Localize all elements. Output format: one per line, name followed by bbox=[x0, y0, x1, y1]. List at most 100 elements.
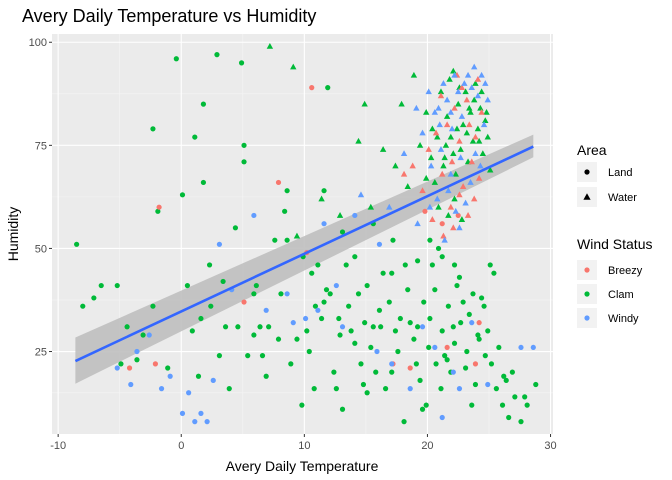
data-point bbox=[452, 207, 459, 214]
data-point bbox=[426, 344, 432, 351]
data-point bbox=[411, 336, 417, 342]
data-point bbox=[450, 324, 456, 330]
data-point bbox=[150, 126, 156, 132]
data-point bbox=[488, 361, 495, 367]
data-point bbox=[251, 332, 257, 338]
data-point bbox=[235, 324, 241, 330]
data-point bbox=[475, 137, 483, 144]
data-point bbox=[479, 150, 487, 156]
data-point bbox=[189, 328, 195, 334]
data-point bbox=[165, 365, 171, 371]
data-point bbox=[355, 291, 362, 297]
data-point bbox=[442, 353, 448, 359]
data-point bbox=[140, 332, 146, 338]
data-point bbox=[312, 303, 319, 309]
data-point bbox=[409, 162, 416, 169]
series-water-windy bbox=[357, 63, 491, 243]
series-land-windy bbox=[114, 212, 536, 425]
data-point bbox=[445, 187, 452, 194]
data-point bbox=[299, 402, 305, 408]
data-point bbox=[487, 262, 493, 268]
data-point bbox=[435, 245, 442, 252]
confidence-band-area bbox=[75, 134, 534, 384]
data-point bbox=[251, 212, 257, 219]
data-point bbox=[460, 299, 466, 305]
data-point bbox=[216, 241, 223, 247]
data-point bbox=[476, 320, 482, 326]
data-point bbox=[419, 129, 426, 136]
data-point bbox=[423, 108, 430, 115]
data-point bbox=[263, 307, 269, 313]
data-point bbox=[337, 332, 343, 338]
data-point bbox=[432, 129, 440, 136]
series-water-clam bbox=[266, 42, 494, 239]
data-point bbox=[379, 146, 387, 152]
data-point bbox=[339, 324, 346, 330]
data-point bbox=[482, 353, 488, 359]
data-point bbox=[445, 303, 451, 309]
data-point bbox=[284, 188, 290, 194]
data-point bbox=[474, 125, 482, 132]
legend-triangle-icon bbox=[583, 193, 591, 200]
data-point bbox=[360, 381, 367, 388]
data-point bbox=[173, 56, 179, 62]
data-point bbox=[472, 150, 479, 156]
data-point bbox=[241, 299, 247, 305]
x-tick-label: -10 bbox=[50, 440, 66, 452]
data-point bbox=[302, 315, 309, 322]
data-point bbox=[266, 42, 274, 49]
data-point bbox=[509, 369, 515, 375]
data-point bbox=[438, 386, 444, 392]
data-point bbox=[325, 85, 331, 91]
data-point bbox=[450, 67, 457, 74]
data-point bbox=[419, 406, 426, 412]
data-point bbox=[496, 344, 502, 351]
data-point bbox=[450, 150, 457, 156]
data-point bbox=[450, 224, 457, 231]
x-tick-label: 10 bbox=[298, 440, 310, 452]
data-point bbox=[158, 386, 165, 392]
data-point bbox=[459, 183, 467, 189]
data-point bbox=[304, 328, 310, 334]
y-tick-label: 50 bbox=[35, 243, 47, 255]
legend-circle-icon bbox=[584, 169, 590, 175]
data-point bbox=[484, 96, 491, 103]
data-point bbox=[333, 386, 339, 392]
data-point bbox=[376, 241, 383, 247]
data-point bbox=[184, 282, 191, 289]
legend-breezy-swatch bbox=[584, 267, 590, 273]
y-tick-label: 100 bbox=[29, 37, 47, 49]
data-point bbox=[467, 108, 474, 115]
data-point bbox=[232, 225, 239, 231]
x-tick-label: 0 bbox=[178, 440, 184, 452]
data-point bbox=[493, 386, 499, 392]
data-point bbox=[455, 212, 461, 219]
data-point bbox=[339, 406, 346, 412]
legend-wind-title: Wind Status bbox=[577, 236, 652, 252]
data-point bbox=[98, 282, 104, 289]
data-point bbox=[333, 282, 339, 289]
data-point bbox=[437, 92, 445, 99]
data-point bbox=[361, 100, 368, 107]
data-point bbox=[530, 344, 536, 351]
data-point bbox=[425, 88, 432, 95]
data-point bbox=[433, 361, 439, 367]
data-point bbox=[427, 162, 435, 169]
data-point bbox=[468, 158, 475, 165]
data-point bbox=[331, 369, 337, 375]
data-point bbox=[346, 303, 352, 309]
data-point bbox=[245, 353, 251, 359]
data-point bbox=[358, 361, 364, 367]
data-point bbox=[407, 320, 413, 326]
data-point bbox=[368, 344, 374, 351]
data-point bbox=[251, 291, 257, 297]
data-point bbox=[478, 71, 485, 78]
data-point bbox=[156, 204, 162, 210]
data-point bbox=[479, 295, 485, 301]
data-point bbox=[478, 108, 485, 115]
data-point bbox=[257, 324, 263, 330]
data-point bbox=[522, 394, 528, 400]
data-point bbox=[422, 208, 428, 214]
data-point bbox=[389, 270, 395, 276]
data-point bbox=[413, 361, 419, 367]
